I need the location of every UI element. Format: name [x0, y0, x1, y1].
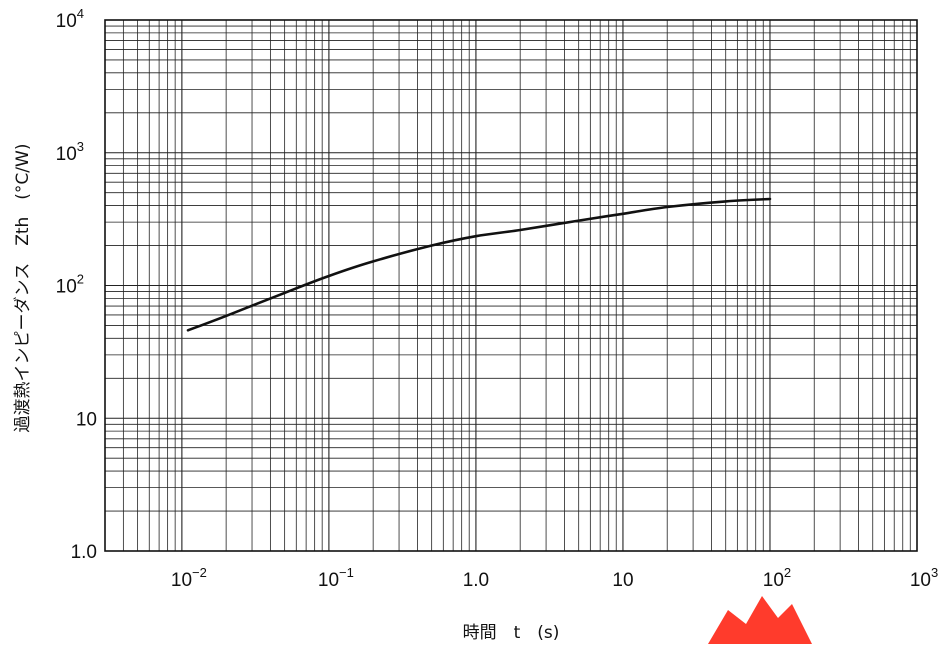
- y-tick-label: 1.0: [71, 542, 97, 563]
- y-tick-label: 104: [56, 6, 84, 32]
- plot-frame: [104, 19, 918, 552]
- x-tick-label: 10: [612, 570, 633, 591]
- y-tick-label: 103: [56, 139, 84, 165]
- x-tick-label: 10−1: [318, 565, 354, 591]
- grid-lines: [104, 20, 917, 552]
- x-tick-label: 1.0: [463, 570, 489, 591]
- y-axis-label: 過渡熱インピーダンス Zth (°C/W): [13, 144, 33, 433]
- x-tick-label: 102: [763, 565, 791, 591]
- x-tick-label: 10−2: [171, 565, 207, 591]
- zth-curve: [186, 197, 772, 332]
- x-tick-labels: 10−2 10−1 1.0 10 102 103: [171, 565, 938, 591]
- x-tick-label: 103: [910, 565, 938, 591]
- x-axis-label: 時間 t (s): [463, 623, 560, 643]
- y-tick-label: 10: [76, 409, 97, 430]
- series-group: [186, 197, 772, 332]
- y-tick-labels: 1.0 10 102 103 104: [56, 6, 97, 563]
- y-tick-label: 102: [56, 272, 84, 298]
